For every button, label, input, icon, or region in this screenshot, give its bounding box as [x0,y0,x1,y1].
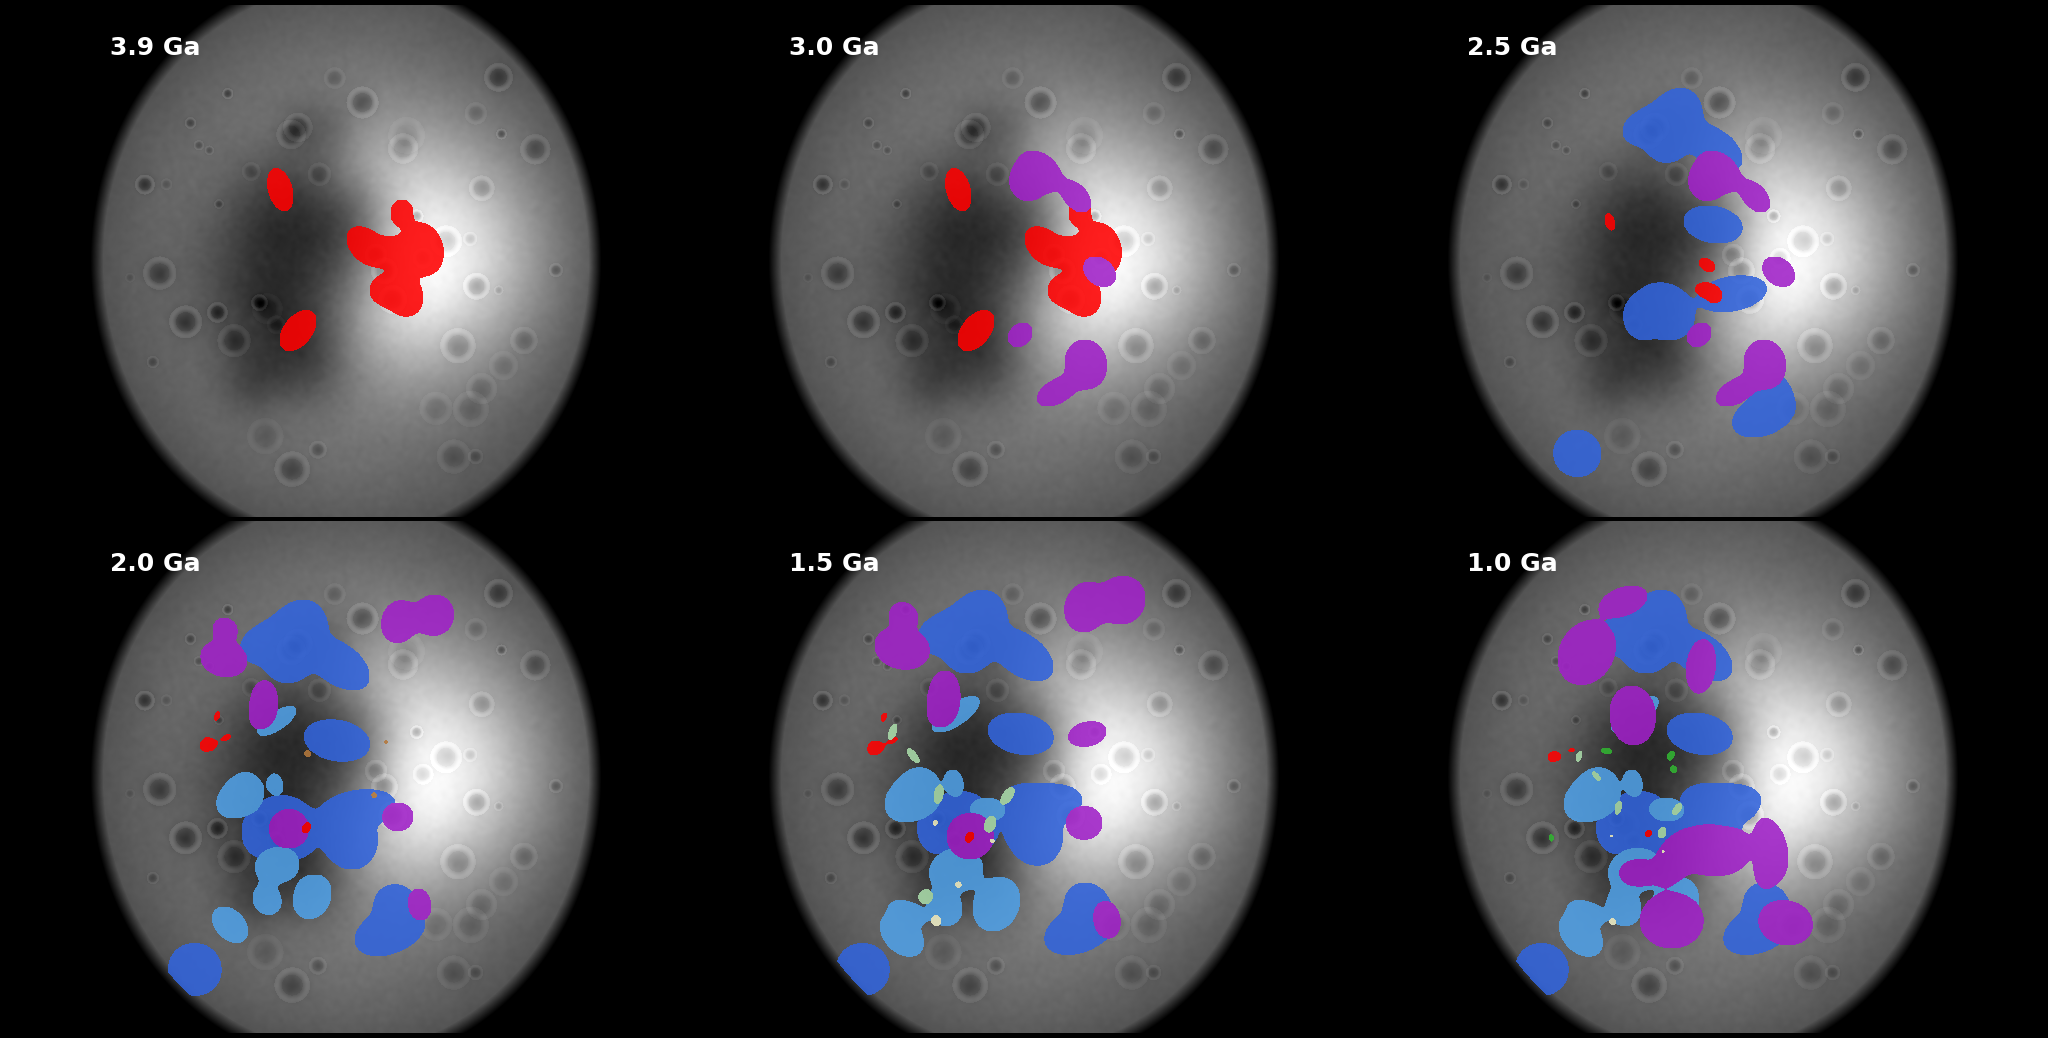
Text: 2.5 Ga: 2.5 Ga [1466,36,1559,60]
Text: 1.5 Ga: 1.5 Ga [788,552,879,576]
Text: 3.0 Ga: 3.0 Ga [788,36,879,60]
Text: 2.0 Ga: 2.0 Ga [111,552,201,576]
Text: 1.0 Ga: 1.0 Ga [1466,552,1559,576]
Text: 3.9 Ga: 3.9 Ga [111,36,201,60]
